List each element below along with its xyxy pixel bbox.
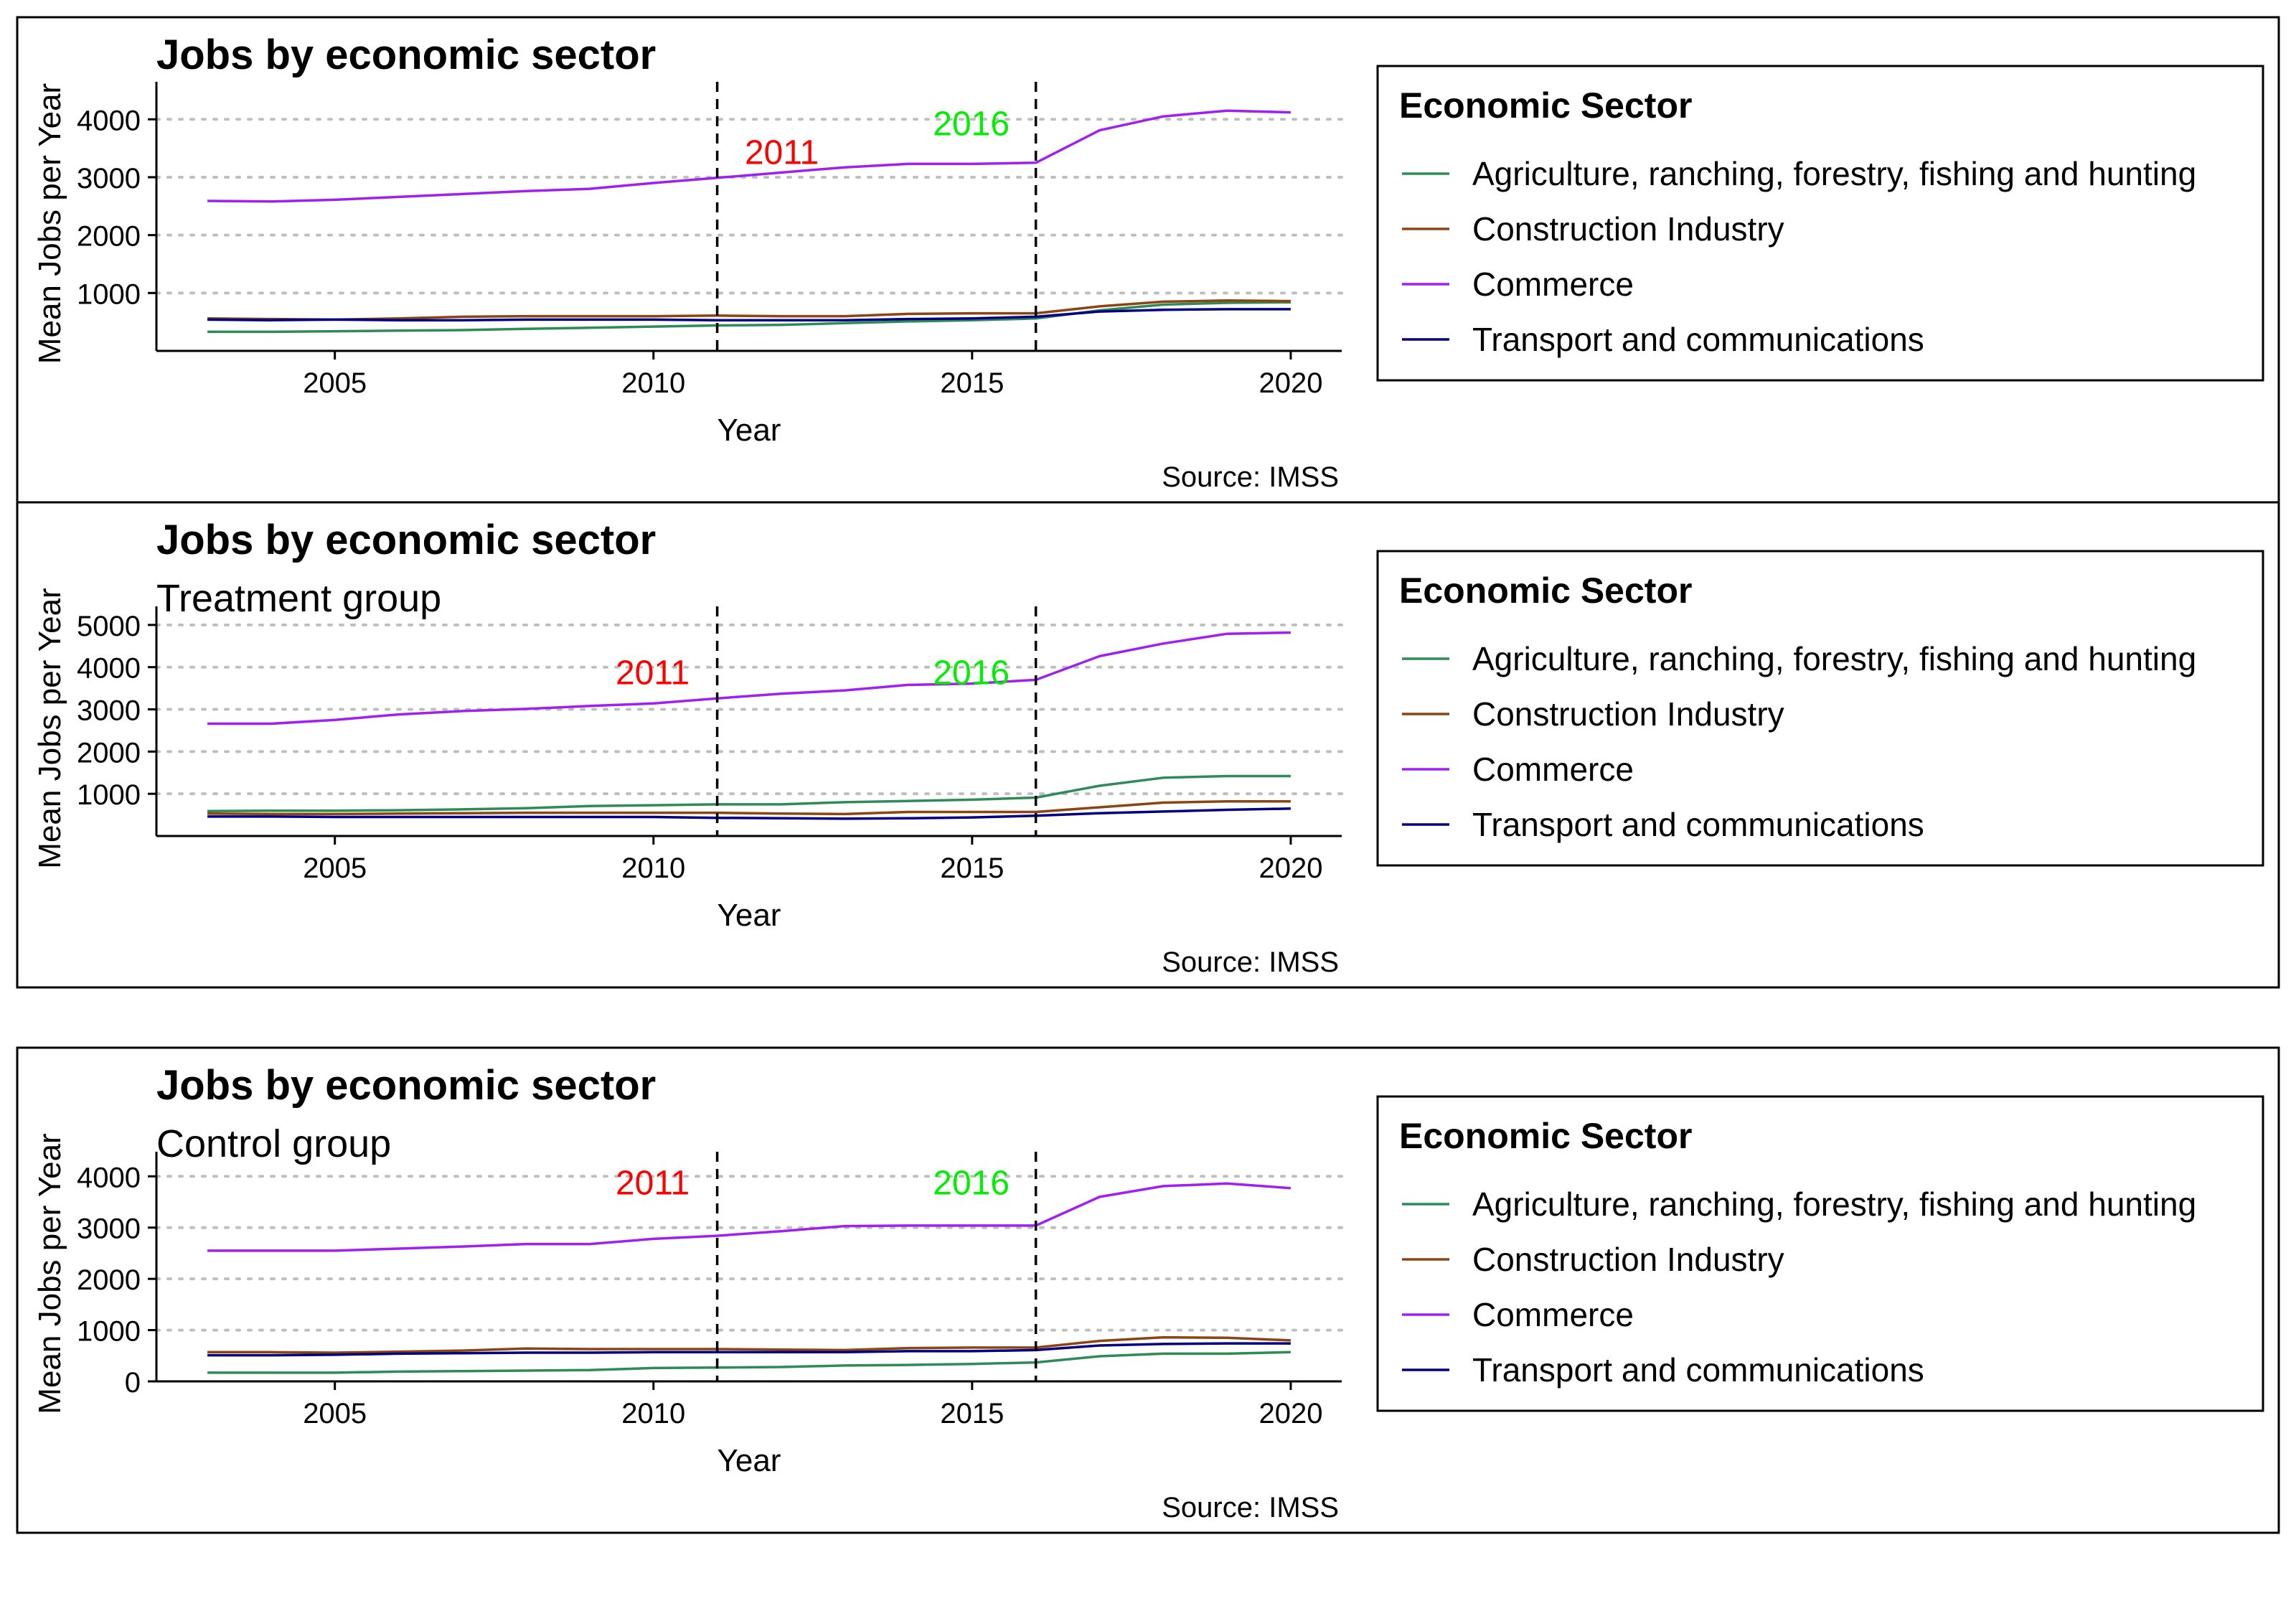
y-tick-label: 4000: [77, 105, 141, 136]
legend-label-1: Agriculture, ranching, forestry, fishing…: [1472, 155, 2196, 192]
series-line-2: [207, 1335, 1291, 1354]
y-tick-label: 1000: [77, 779, 141, 811]
chart-title: Jobs by economic sector: [156, 32, 656, 78]
panel-border: [16, 501, 2280, 989]
vline-label-2011: 2011: [616, 1164, 690, 1202]
chart-caption: Source: IMSS: [1162, 461, 1339, 493]
legend-label-3: Commerce: [1472, 751, 1634, 788]
y-tick-label: 2000: [77, 737, 141, 769]
x-tick-label: 2010: [621, 1398, 685, 1429]
series-line-4: [207, 1342, 1291, 1357]
series-line-1: [207, 774, 1291, 813]
chart-panel-3: Jobs by economic sector Control group 0 100…: [16, 1046, 2280, 1534]
y-tick-label: 2000: [77, 1264, 141, 1296]
legend-title: Economic Sector: [1399, 1116, 1692, 1156]
legend-label-2: Construction Industry: [1472, 695, 1784, 733]
x-tick-label: 2005: [303, 367, 367, 399]
legend-box: [1376, 550, 2264, 867]
y-axis-label: Mean Jobs per Year: [32, 83, 67, 364]
x-axis-label: Year: [718, 1443, 781, 1478]
x-tick-label: 2010: [621, 367, 685, 399]
vline-label-2016: 2016: [933, 105, 1010, 143]
legend-label-3: Commerce: [1472, 1296, 1634, 1333]
legend-box: [1376, 65, 2264, 382]
legend-label-4: Transport and communications: [1472, 321, 1924, 358]
y-tick-label: 2000: [77, 221, 141, 253]
legend: Economic Sector Agriculture, ranching, fo…: [1376, 65, 2264, 382]
chart-title: Jobs by economic sector: [156, 1062, 656, 1109]
chart-panel-2: Jobs by economic sector Treatment group 10…: [16, 501, 2280, 989]
legend-label-3: Commerce: [1472, 266, 1634, 303]
vline-label-2011: 2011: [745, 134, 819, 172]
y-tick-label: 1000: [77, 1316, 141, 1348]
legend-label-2: Construction Industry: [1472, 210, 1784, 248]
vline-label-2016: 2016: [933, 1164, 1010, 1202]
chart-subtitle: Control group: [156, 1122, 391, 1165]
legend: Economic Sector Agriculture, ranching, fo…: [1376, 550, 2264, 867]
series-line-4: [207, 308, 1291, 321]
chart-panel-1: Jobs by economic sector 1000 2000 3000 4000 2…: [16, 16, 2280, 504]
y-tick-label: 3000: [77, 163, 141, 194]
legend-box: [1376, 1095, 2264, 1412]
y-tick-label: 3000: [77, 695, 141, 727]
x-tick-label: 2005: [303, 1398, 367, 1429]
panel-border: [16, 1046, 2280, 1534]
x-tick-label: 2020: [1258, 1398, 1322, 1429]
x-tick-label: 2015: [940, 853, 1004, 884]
y-tick-label: 0: [125, 1367, 141, 1399]
legend: Economic Sector Agriculture, ranching, fo…: [1376, 1095, 2264, 1412]
legend-label-4: Transport and communications: [1472, 1351, 1924, 1389]
y-axis-label: Mean Jobs per Year: [32, 1133, 67, 1414]
x-tick-label: 2010: [621, 853, 685, 884]
x-tick-label: 2015: [940, 1398, 1004, 1429]
legend-label-4: Transport and communications: [1472, 806, 1924, 843]
series-line-1: [207, 1351, 1291, 1374]
y-tick-label: 1000: [77, 278, 141, 310]
chart-subtitle: Treatment group: [156, 577, 441, 620]
legend-label-1: Agriculture, ranching, forestry, fishing…: [1472, 1185, 2196, 1223]
x-axis-label: Year: [718, 413, 781, 448]
series-line-1: [207, 301, 1291, 334]
x-tick-label: 2020: [1258, 853, 1322, 884]
y-axis-label: Mean Jobs per Year: [32, 588, 67, 868]
legend-title: Economic Sector: [1399, 570, 1692, 611]
y-tick-label: 4000: [77, 1162, 141, 1193]
x-tick-label: 2015: [940, 367, 1004, 399]
y-tick-label: 5000: [77, 611, 141, 642]
x-tick-label: 2005: [303, 853, 367, 884]
series-line-3: [207, 109, 1291, 203]
series-line-4: [207, 807, 1291, 820]
series-line-2: [207, 299, 1291, 321]
x-tick-label: 2020: [1258, 367, 1322, 399]
legend-label-1: Agriculture, ranching, forestry, fishing…: [1472, 640, 2196, 677]
series-line-2: [207, 800, 1291, 816]
legend-label-2: Construction Industry: [1472, 1241, 1784, 1278]
y-tick-label: 4000: [77, 653, 141, 685]
series-line-3: [207, 1182, 1292, 1252]
x-axis-label: Year: [718, 898, 781, 933]
vline-label-2011: 2011: [616, 654, 690, 692]
legend-title: Economic Sector: [1399, 85, 1692, 126]
chart-title: Jobs by economic sector: [156, 517, 656, 563]
vline-label-2016: 2016: [933, 654, 1010, 692]
series-line-3: [207, 631, 1291, 725]
y-tick-label: 3000: [77, 1213, 141, 1245]
chart-caption: Source: IMSS: [1162, 1492, 1339, 1523]
chart-caption: Source: IMSS: [1162, 947, 1339, 978]
